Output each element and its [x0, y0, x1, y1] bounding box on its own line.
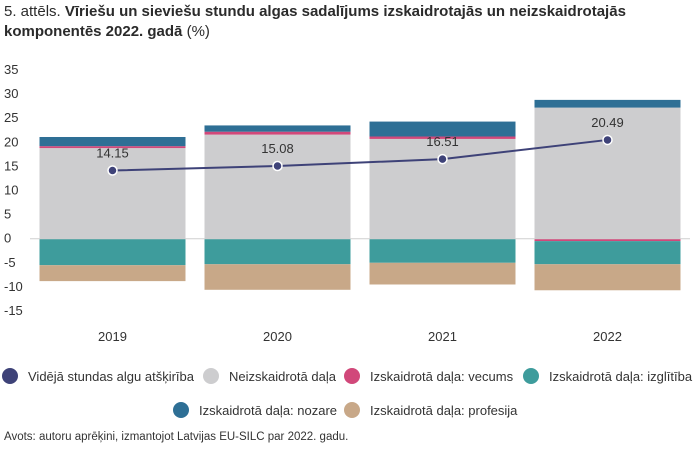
y-tick-label: 35 [4, 62, 18, 77]
bar-segment [39, 265, 186, 282]
x-tick-label: 2021 [428, 329, 457, 344]
bar-segment [39, 136, 186, 147]
bar-segment [204, 131, 351, 135]
legend-label-age: Izskaidrotā daļa: vecums [370, 368, 514, 384]
trend-data-label: 20.49 [591, 115, 624, 130]
legend-label-unexplained: Neizskaidrotā daļa [229, 368, 336, 384]
trend-line: 14.15 15.08 16.51 20.49 [96, 115, 624, 176]
bar-segment [39, 148, 186, 239]
chart-area: 35 30 25 20 15 10 5 0 -5 -10 -15 14.15 15.08 16.51 20… [4, 62, 690, 344]
bar-segment [369, 121, 516, 137]
bar-segment [204, 264, 351, 290]
legend-swatch-unexplained [203, 368, 219, 384]
trend-data-label: 14.15 [96, 145, 129, 160]
x-tick-label: 2019 [98, 329, 127, 344]
legend-swatch-occupation [344, 402, 360, 418]
legend-swatch-industry [173, 402, 189, 418]
y-tick-label: 15 [4, 158, 18, 173]
trend-polyline [112, 138, 608, 172]
legend-label-occupation: Izskaidrotā daļa: profesija [370, 402, 518, 418]
legend-item-age: Izskaidrotā daļa: vecums [344, 368, 513, 384]
legend-item-avg-gap: Vidējā stundas algu atšķirība [2, 368, 194, 384]
y-tick-label: 0 [4, 231, 11, 246]
bar-segment [534, 107, 681, 239]
bar-segment [534, 264, 681, 291]
y-tick-label: -5 [4, 255, 16, 270]
y-tick-label: -10 [4, 279, 23, 294]
legend-swatch-avg-gap [2, 368, 18, 384]
trend-point [602, 134, 613, 146]
legend-label-education: Izskaidrotā daļa: izglītība [549, 368, 693, 384]
legend-item-industry: Izskaidrotā daļa: nozare [173, 402, 337, 418]
figure-number: 5. attēls. [4, 3, 61, 20]
bar-segment [369, 136, 516, 139]
trend-point [272, 160, 283, 172]
bar-segment [204, 134, 351, 239]
trend-data-label: 15.08 [261, 141, 294, 156]
trend-data-label: 16.51 [426, 134, 459, 149]
x-axis: 2019 2020 2021 2022 [98, 329, 622, 344]
y-tick-label: 20 [4, 134, 18, 149]
x-tick-label: 2020 [263, 329, 292, 344]
legend-item-education: Izskaidrotā daļa: izglītība [523, 368, 692, 384]
bar-segment [204, 238, 351, 265]
legend-label-industry: Izskaidrotā daļa: nozare [199, 402, 338, 418]
bar-segment [39, 146, 186, 149]
y-tick-label: 5 [4, 207, 11, 222]
y-tick-label: -15 [4, 303, 23, 318]
trend-point [437, 153, 448, 165]
bars [39, 99, 681, 291]
bar-segment [204, 125, 351, 132]
bar-segment [39, 238, 186, 266]
trend-point [107, 165, 118, 176]
legend-swatch-education [523, 368, 539, 384]
x-tick-label: 2022 [593, 329, 622, 344]
y-tick-label: 25 [4, 110, 18, 125]
legend-item-occupation: Izskaidrotā daļa: profesija [344, 402, 517, 418]
bar-segment [369, 238, 516, 263]
legend-item-unexplained: Neizskaidrotā daļa [203, 368, 336, 384]
chart-title: 5. attēls. Vīriešu un sieviešu stundu al… [4, 2, 696, 42]
legend-label-avg-gap: Vidējā stundas algu atšķirība [28, 368, 194, 384]
bar-segment [534, 238, 681, 242]
y-tick-label: 10 [4, 183, 18, 198]
bar-segment [369, 262, 516, 285]
bar-segment [534, 241, 681, 265]
figure-title: Vīriešu un sieviešu stundu algas sadalīj… [4, 3, 626, 40]
bar-segment [534, 99, 681, 108]
y-axis: 35 30 25 20 15 10 5 0 -5 -10 -15 [4, 62, 23, 318]
y-tick-label: 30 [4, 86, 18, 101]
source-note: Avots: autoru aprēķini, izmantojot Latvi… [4, 431, 349, 443]
figure-unit: (%) [186, 23, 210, 40]
legend-swatch-age [344, 368, 360, 384]
